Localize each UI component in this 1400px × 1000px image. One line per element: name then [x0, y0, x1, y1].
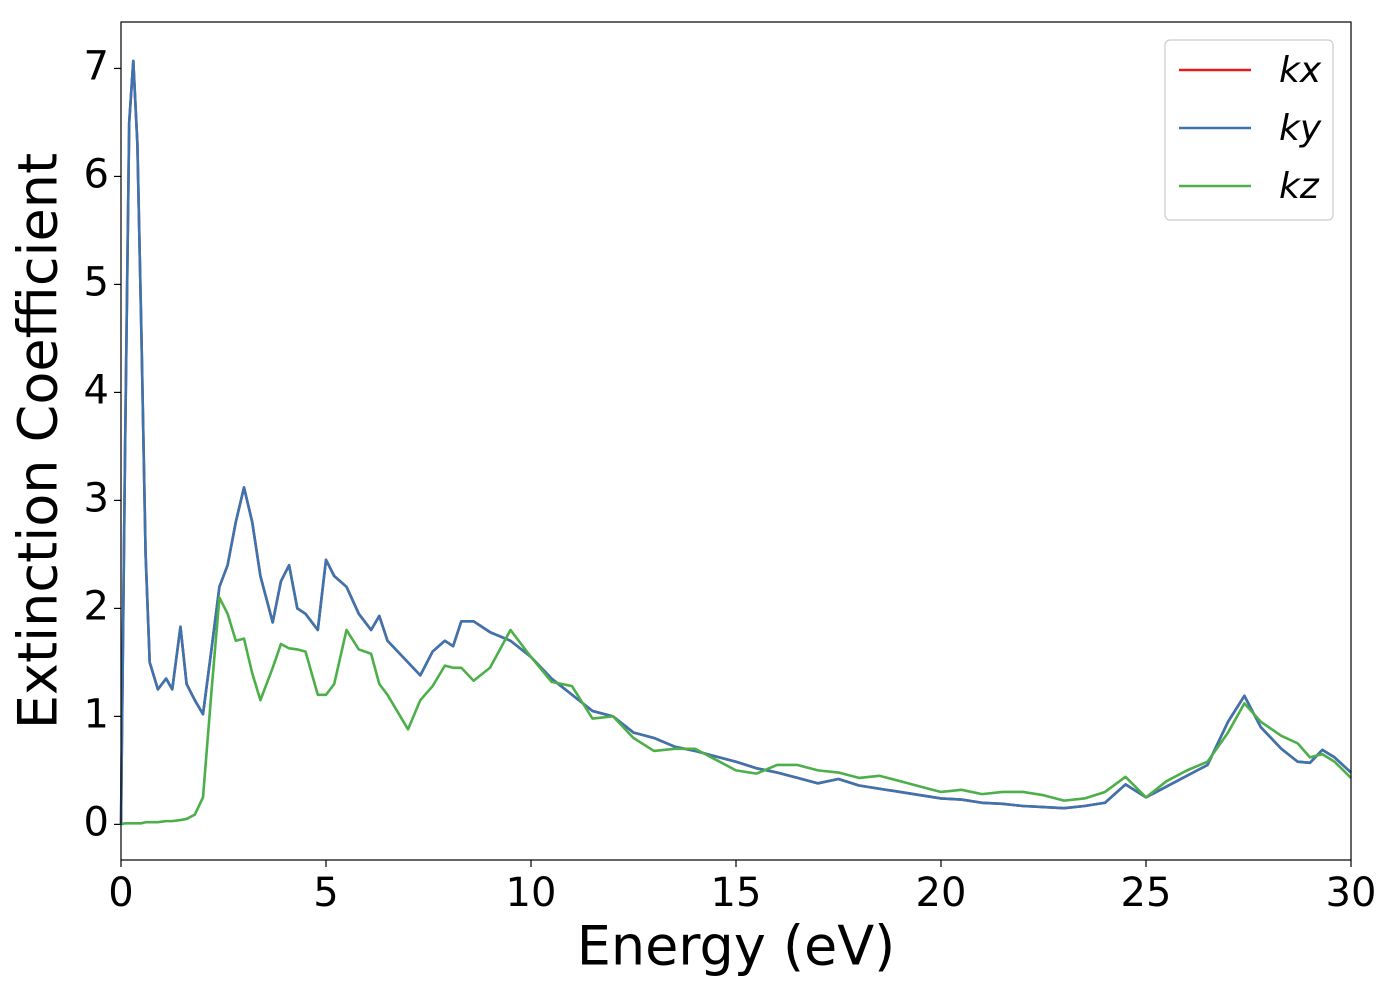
x-tick-label: 15 — [711, 870, 762, 916]
legend-label: ky — [1279, 108, 1322, 149]
legend-label: kz — [1279, 166, 1320, 207]
x-tick-label: 20 — [916, 870, 967, 916]
plot-frame — [120, 21, 1352, 861]
y-tick-label: 4 — [84, 367, 109, 413]
x-axis-title: Energy (eV) — [577, 915, 896, 978]
legend-label: kx — [1279, 50, 1322, 91]
x-tick-label: 25 — [1121, 870, 1172, 916]
y-tick-label: 7 — [84, 43, 109, 89]
y-tick-label: 6 — [84, 151, 109, 197]
y-tick-label: 1 — [84, 691, 109, 737]
y-tick-label: 5 — [84, 259, 109, 305]
x-tick-label: 10 — [506, 870, 557, 916]
y-tick-label: 3 — [84, 475, 109, 521]
series-line — [119, 59, 1352, 825]
x-tick-label: 0 — [108, 870, 133, 916]
x-tick-label: 5 — [313, 870, 338, 916]
y-tick-label: 0 — [84, 799, 109, 845]
y-tick-label: 2 — [84, 583, 109, 629]
series-line — [120, 596, 1352, 826]
y-axis-title: Extinction Coefficient — [7, 153, 70, 729]
legend-box — [1164, 39, 1334, 221]
x-tick-label: 30 — [1326, 870, 1377, 916]
